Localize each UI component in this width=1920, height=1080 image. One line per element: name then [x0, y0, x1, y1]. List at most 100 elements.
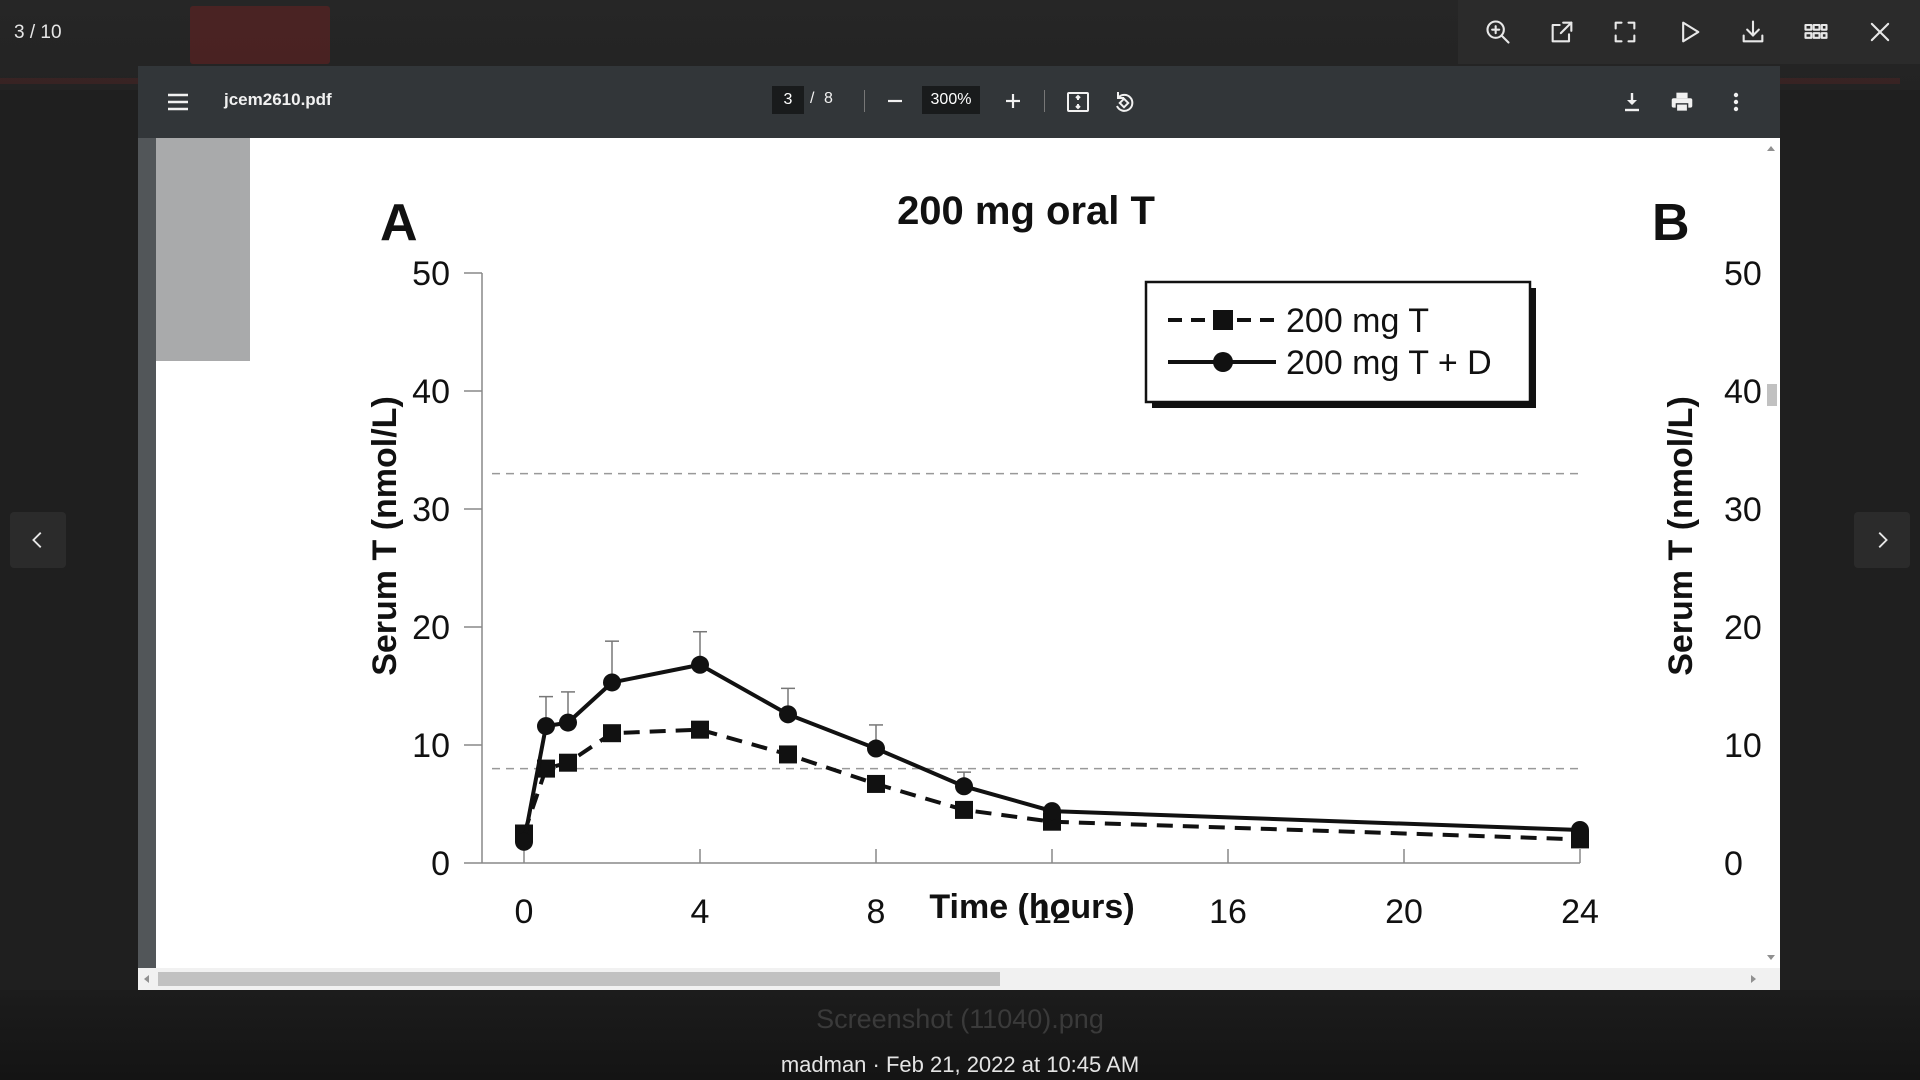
image-caption: madman · Feb 21, 2022 at 10:45 AM [780, 1052, 1140, 1077]
series-line-1 [522, 727, 1581, 842]
y-tick-label-b: 30 [1724, 491, 1762, 529]
y-axis-label-b: Serum T (nmol/L) [1662, 396, 1700, 676]
background-footer [0, 990, 1920, 1080]
data-point-circle [779, 705, 797, 724]
zoom-button[interactable] [1476, 10, 1520, 54]
previous-image-button[interactable] [10, 512, 66, 568]
chevron-right-icon [1878, 532, 1888, 548]
data-point-circle [537, 717, 555, 736]
next-image-button[interactable] [1854, 512, 1910, 568]
close-icon [1870, 22, 1890, 42]
data-point-circle [559, 713, 577, 732]
rotate-icon [1116, 92, 1134, 112]
legend-marker-circle [1213, 352, 1233, 372]
background-filename-ghost: Screenshot (11040).png [816, 1004, 1104, 1034]
pdf-menu-button[interactable] [164, 88, 192, 116]
zoom-in-icon [1486, 20, 1510, 44]
data-point-square [537, 759, 555, 778]
x-tick-label: 0 [515, 893, 534, 931]
vertical-scrollbar[interactable] [1762, 138, 1780, 968]
slideshow-button[interactable] [1667, 10, 1711, 54]
download-icon [1742, 20, 1764, 43]
chevron-left-icon [32, 532, 42, 548]
y-tick-label: 10 [412, 727, 450, 765]
background-blurred-element [190, 6, 330, 64]
open-external-icon [1551, 21, 1572, 43]
data-point-circle [955, 777, 973, 796]
pdf-viewer: jcem2610.pdf 3 / 8 300% 200 mg o [138, 66, 1780, 990]
legend-box [1144, 280, 1532, 404]
panel-label-a: A [380, 194, 418, 252]
x-tick-label: 8 [867, 893, 886, 931]
data-point-circle [691, 655, 709, 674]
data-point-square [691, 720, 709, 739]
page-number-input[interactable]: 3 [772, 86, 804, 114]
rotate-button[interactable] [1110, 88, 1138, 116]
page-separator: / [810, 90, 815, 107]
plus-icon [1006, 94, 1020, 108]
download-image-button[interactable] [1731, 10, 1775, 54]
pdf-filename: jcem2610.pdf [224, 90, 332, 109]
grid-button[interactable] [1794, 10, 1838, 54]
horizontal-scroll-thumb[interactable] [158, 972, 1000, 986]
y-tick-label: 30 [412, 491, 450, 529]
figure-chart: 200 mg oral T A B Serum T (nmol/L) Serum… [366, 189, 1762, 931]
scroll-up-arrow[interactable] [1767, 146, 1775, 151]
vertical-scroll-thumb[interactable] [1767, 384, 1777, 406]
y-tick-label-b: 40 [1724, 373, 1762, 411]
pdf-page: 200 mg oral T A B Serum T (nmol/L) Serum… [156, 138, 1762, 968]
series-line-2 [522, 662, 1581, 843]
page-total: 8 [824, 90, 833, 107]
y-tick-label: 50 [412, 255, 450, 293]
fit-page-icon [1067, 92, 1089, 112]
scroll-down-arrow[interactable] [1767, 955, 1775, 960]
legend-marker-square [1213, 310, 1233, 330]
download-icon [1625, 93, 1639, 112]
fullscreen-button[interactable] [1603, 10, 1647, 54]
pdf-download-button[interactable] [1618, 88, 1646, 116]
x-tick-label: 16 [1209, 893, 1247, 931]
toolbar-divider [864, 90, 865, 112]
y-tick-label-b: 0 [1724, 845, 1743, 883]
open-external-button[interactable] [1540, 10, 1584, 54]
legend-label: 200 mg T + D [1286, 344, 1492, 382]
more-vertical-icon [1733, 92, 1739, 112]
zoom-level-input[interactable]: 300% [922, 86, 980, 114]
y-tick-label: 40 [412, 373, 450, 411]
legend-label: 200 mg T [1286, 302, 1429, 340]
data-point-square [603, 724, 621, 743]
zoom-out-button[interactable] [882, 88, 908, 114]
data-point-circle [1043, 802, 1061, 821]
x-tick-label: 12 [1033, 893, 1071, 931]
hamburger-menu-icon [168, 93, 188, 111]
data-point-circle [867, 739, 885, 758]
data-point-square [779, 745, 797, 764]
zoom-in-button[interactable] [1000, 88, 1026, 114]
close-button[interactable] [1858, 10, 1902, 54]
chart-title: 200 mg oral T [897, 189, 1155, 233]
slideshow-play-icon [1682, 21, 1700, 43]
data-point-square [559, 753, 577, 772]
scroll-right-arrow[interactable] [1751, 975, 1756, 983]
y-tick-label-b: 20 [1724, 609, 1762, 647]
x-tick-label: 20 [1385, 893, 1423, 931]
x-axis-label: Time (hours) [929, 888, 1134, 926]
toolbar-divider [1044, 90, 1045, 112]
x-tick-label: 4 [691, 893, 710, 931]
image-counter: 3 / 10 [14, 22, 62, 43]
y-tick-label: 20 [412, 609, 450, 647]
data-point-circle [515, 832, 533, 851]
y-tick-label: 0 [431, 845, 450, 883]
printer-icon [1671, 92, 1693, 113]
more-options-button[interactable] [1722, 88, 1750, 116]
scroll-left-arrow[interactable] [144, 975, 149, 983]
pdf-toolbar: jcem2610.pdf 3 / 8 300% [138, 66, 1780, 138]
data-point-square [955, 800, 973, 819]
y-tick-label-b: 10 [1724, 727, 1762, 765]
horizontal-scrollbar[interactable] [138, 968, 1780, 990]
fullscreen-icon [1614, 21, 1636, 43]
fit-to-page-button[interactable] [1064, 88, 1092, 116]
print-button[interactable] [1668, 88, 1698, 116]
data-point-square [867, 774, 885, 793]
data-point-circle [603, 673, 621, 692]
